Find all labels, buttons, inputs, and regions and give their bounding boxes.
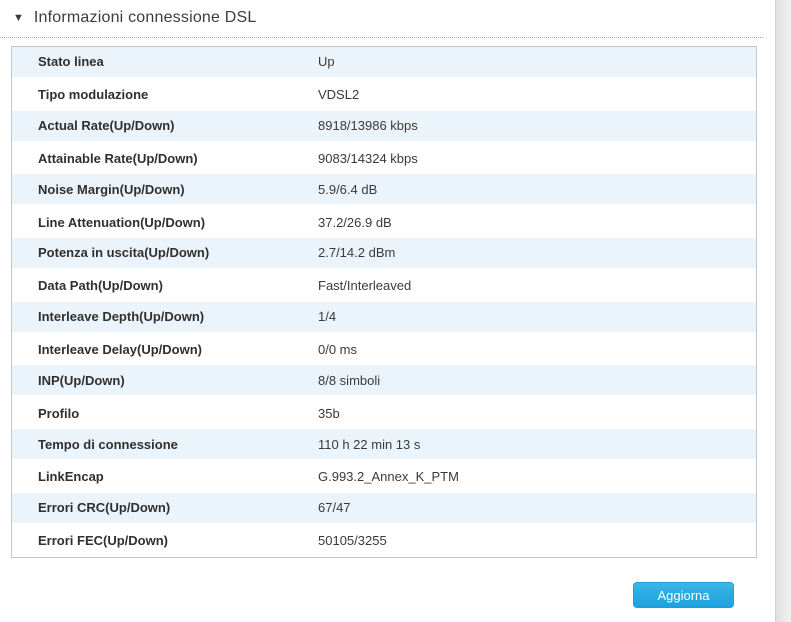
row-label: Errori FEC(Up/Down)	[38, 533, 168, 549]
row-value: 8/8 simboli	[318, 372, 381, 388]
section-title: Informazioni connessione DSL	[33, 9, 257, 26]
row-value: Fast/Interleaved	[318, 278, 412, 294]
row-label: Interleave Depth(Up/Down)	[38, 309, 205, 325]
row-value: 110 h 22 min 13 s	[318, 436, 421, 452]
row-value: 37.2/26.9 dB	[318, 214, 392, 230]
refresh-button[interactable]: Aggiorna	[633, 582, 734, 608]
row-label: Data Path(Up/Down)	[38, 278, 163, 294]
table-row: Interleave Delay(Up/Down) 0/0 ms	[12, 333, 756, 366]
row-value: 35b	[318, 405, 340, 421]
table-row: LinkEncap G.993.2_Annex_K_PTM	[12, 460, 756, 493]
row-label: Line Attenuation(Up/Down)	[38, 214, 206, 230]
row-value: 0/0 ms	[318, 342, 358, 358]
row-value: 1/4	[318, 309, 337, 325]
collapse-triangle-icon[interactable]: ▼	[13, 11, 24, 24]
row-label: Attainable Rate(Up/Down)	[38, 150, 198, 166]
table-row: Interleave Depth(Up/Down) 1/4	[12, 301, 756, 334]
table-row: Potenza in uscita(Up/Down) 2.7/14.2 dBm	[12, 238, 756, 270]
table-row: Actual Rate(Up/Down) 8918/13986 kbps	[12, 110, 756, 143]
row-label: Tipo modulazione	[38, 87, 149, 103]
row-value: 9083/14324 kbps	[318, 150, 418, 166]
section-header-toggle[interactable]: ▼ Informazioni connessione DSL	[13, 9, 257, 27]
table-row: Stato linea Up	[12, 47, 756, 79]
row-label: Interleave Delay(Up/Down)	[38, 342, 202, 358]
row-value: 8918/13986 kbps	[318, 118, 418, 134]
table-row: Data Path(Up/Down) Fast/Interleaved	[12, 269, 756, 302]
row-value: VDSL2	[318, 87, 360, 103]
table-row: INP(Up/Down) 8/8 simboli	[12, 365, 756, 398]
row-value: 2.7/14.2 dBm	[318, 245, 396, 261]
row-value: 50105/3255	[318, 533, 387, 549]
row-label: Tempo di connessione	[38, 436, 178, 452]
dsl-info-table: Stato linea Up Tipo modulazione VDSL2 Actual…	[11, 46, 757, 558]
row-value: G.993.2_Annex_K_PTM	[318, 469, 459, 485]
table-row: Attainable Rate(Up/Down) 9083/14324 kbps	[12, 142, 756, 175]
table-row: Errori FEC(Up/Down) 50105/3255	[12, 524, 756, 557]
row-label: INP(Up/Down)	[38, 372, 125, 388]
row-label: Noise Margin(Up/Down)	[38, 181, 185, 197]
row-value: 67/47	[318, 500, 351, 516]
row-label: Profilo	[38, 405, 80, 421]
table-row: Line Attenuation(Up/Down) 37.2/26.9 dB	[12, 206, 756, 239]
row-label: Stato linea	[38, 54, 104, 70]
table-row: Profilo 35b	[12, 397, 756, 430]
row-label: Actual Rate(Up/Down)	[38, 118, 175, 134]
row-label: Errori CRC(Up/Down)	[38, 500, 171, 516]
row-value: 5.9/6.4 dB	[318, 181, 378, 197]
table-row: Tempo di connessione 110 h 22 min 13 s	[12, 429, 756, 461]
row-label: Potenza in uscita(Up/Down)	[38, 245, 210, 261]
header-dotted-divider	[0, 37, 763, 38]
row-label: LinkEncap	[38, 469, 104, 485]
row-value: Up	[318, 54, 335, 70]
table-row: Tipo modulazione VDSL2	[12, 78, 756, 111]
table-row: Noise Margin(Up/Down) 5.9/6.4 dB	[12, 174, 756, 207]
scrollbar-track[interactable]	[775, 0, 791, 622]
table-row: Errori CRC(Up/Down) 67/47	[12, 492, 756, 525]
